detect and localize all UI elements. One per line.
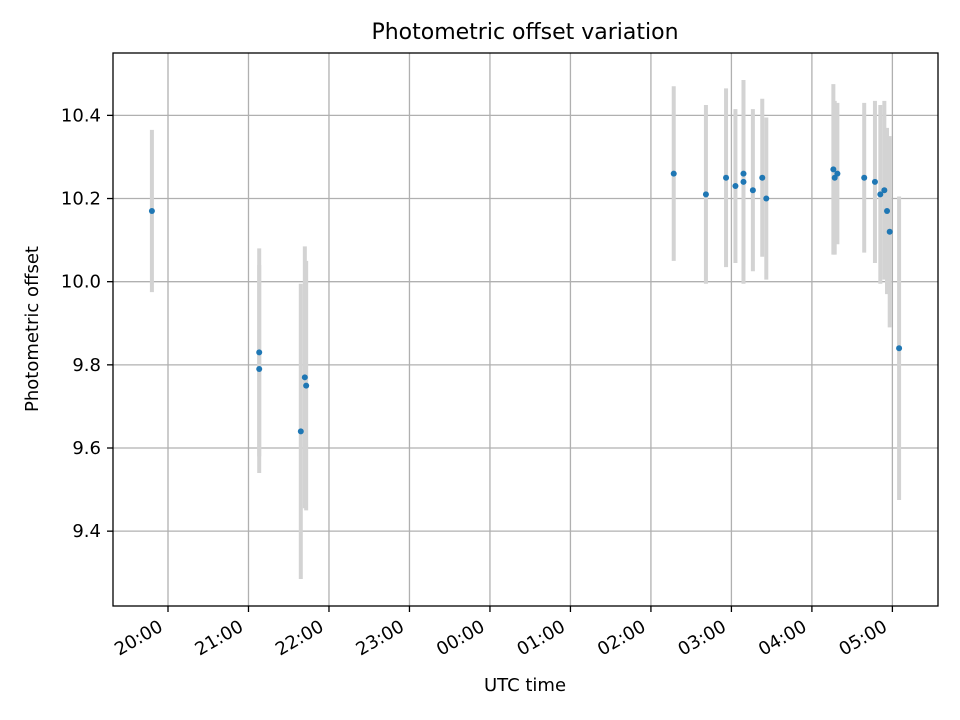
data-point xyxy=(740,170,747,177)
chart-title: Photometric offset variation xyxy=(371,20,678,45)
data-point xyxy=(830,166,837,173)
data-point xyxy=(702,191,709,198)
data-point xyxy=(763,195,770,202)
data-point xyxy=(871,178,878,185)
data-point xyxy=(256,349,263,356)
data-point xyxy=(877,191,884,198)
data-point xyxy=(881,187,888,194)
y-tick-label: 9.8 xyxy=(72,355,101,376)
data-point xyxy=(732,183,739,190)
data-point xyxy=(861,174,868,181)
data-point xyxy=(670,170,677,177)
plot-frame xyxy=(112,52,939,607)
data-point xyxy=(723,174,730,181)
y-tick-label: 10.2 xyxy=(61,189,101,210)
data-point xyxy=(884,208,891,214)
y-axis-label: Photometric offset xyxy=(22,246,43,412)
data-point xyxy=(256,366,263,372)
data-point xyxy=(896,345,903,352)
grid xyxy=(113,53,938,606)
x-axis-label: UTC time xyxy=(484,675,566,696)
data-point xyxy=(886,228,893,235)
data-point xyxy=(303,382,310,389)
y-tick-label: 10.0 xyxy=(61,272,101,293)
data-point xyxy=(749,187,756,194)
data-point xyxy=(297,428,304,435)
data-points xyxy=(148,166,903,435)
data-point xyxy=(740,178,747,185)
y-tick-label: 9.4 xyxy=(72,521,101,542)
data-point xyxy=(759,174,766,181)
data-point xyxy=(834,170,841,177)
y-tick-label: 9.6 xyxy=(72,438,101,459)
y-tick-label: 10.4 xyxy=(61,105,101,126)
data-point xyxy=(148,208,155,214)
data-point xyxy=(301,374,308,381)
